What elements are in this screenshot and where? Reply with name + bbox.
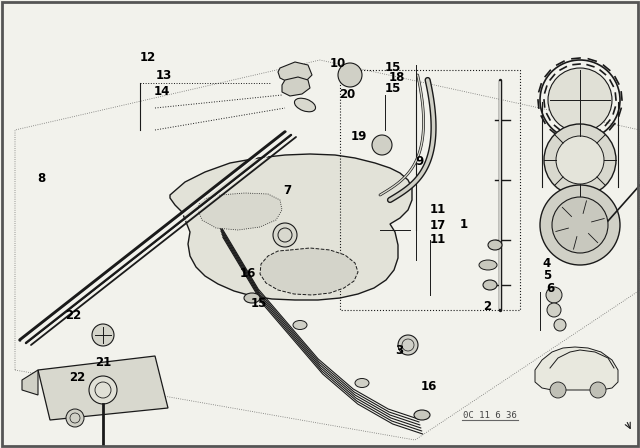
Polygon shape <box>38 356 168 420</box>
Ellipse shape <box>294 98 316 112</box>
Circle shape <box>552 197 608 253</box>
Polygon shape <box>198 193 282 230</box>
Circle shape <box>273 223 297 247</box>
Circle shape <box>338 63 362 87</box>
Circle shape <box>66 409 84 427</box>
Circle shape <box>550 382 566 398</box>
Text: 14: 14 <box>154 85 170 99</box>
Ellipse shape <box>244 293 260 303</box>
Text: 16: 16 <box>420 379 437 393</box>
Text: 22: 22 <box>65 309 81 323</box>
Text: 4: 4 <box>543 257 551 270</box>
Circle shape <box>92 324 114 346</box>
Circle shape <box>544 124 616 196</box>
Text: 2: 2 <box>483 300 492 314</box>
Circle shape <box>89 376 117 404</box>
Text: 6: 6 <box>546 281 554 295</box>
Ellipse shape <box>479 260 497 270</box>
Text: 16: 16 <box>240 267 257 280</box>
Text: 19: 19 <box>351 130 367 143</box>
Circle shape <box>554 319 566 331</box>
Text: 12: 12 <box>140 51 156 64</box>
Text: 3: 3 <box>396 344 404 357</box>
Circle shape <box>546 287 562 303</box>
Text: 17: 17 <box>430 219 446 232</box>
Text: 20: 20 <box>339 87 355 101</box>
Text: 18: 18 <box>389 70 406 84</box>
Ellipse shape <box>488 240 502 250</box>
Circle shape <box>590 382 606 398</box>
Polygon shape <box>278 62 312 83</box>
Polygon shape <box>170 154 412 300</box>
Text: 22: 22 <box>69 371 85 384</box>
Text: 5: 5 <box>543 269 551 282</box>
Circle shape <box>548 68 612 132</box>
Circle shape <box>372 135 392 155</box>
Circle shape <box>556 136 604 184</box>
Text: 7: 7 <box>284 184 292 197</box>
Text: 10: 10 <box>330 57 346 70</box>
Polygon shape <box>282 77 310 96</box>
Ellipse shape <box>293 320 307 329</box>
Text: 13: 13 <box>156 69 172 82</box>
Text: 15: 15 <box>385 82 401 95</box>
Text: 1: 1 <box>460 217 468 231</box>
Ellipse shape <box>483 280 497 290</box>
Text: 15: 15 <box>251 297 268 310</box>
Text: 11: 11 <box>430 233 446 246</box>
Polygon shape <box>535 347 618 390</box>
Text: 21: 21 <box>95 356 111 370</box>
Polygon shape <box>260 248 358 295</box>
Circle shape <box>398 335 418 355</box>
Ellipse shape <box>355 379 369 388</box>
Text: 9: 9 <box>415 155 424 168</box>
Circle shape <box>547 303 561 317</box>
Text: 11: 11 <box>430 203 446 216</box>
Text: 0C 11 6 36: 0C 11 6 36 <box>463 410 517 419</box>
Text: 8: 8 <box>37 172 45 185</box>
Polygon shape <box>22 370 38 395</box>
Ellipse shape <box>414 410 430 420</box>
Text: 15: 15 <box>385 60 401 74</box>
Circle shape <box>540 185 620 265</box>
